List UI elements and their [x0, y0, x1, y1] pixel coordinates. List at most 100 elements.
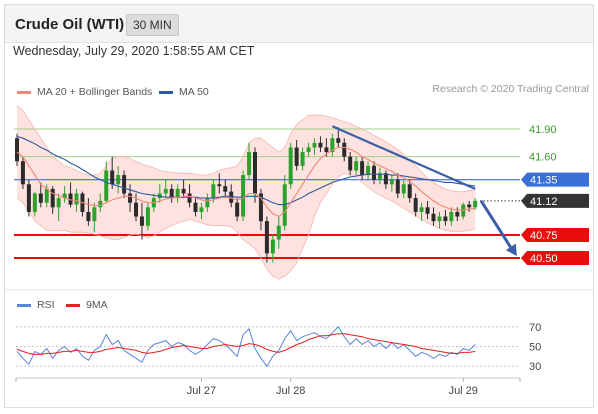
- candle-body: [211, 184, 216, 199]
- candle: [443, 210, 448, 226]
- candle: [181, 179, 186, 199]
- candle-body: [330, 138, 335, 153]
- candle-body: [44, 188, 49, 203]
- candle-body: [419, 207, 424, 212]
- candle-body: [169, 188, 174, 199]
- candle-body: [20, 161, 25, 185]
- candle: [419, 202, 424, 222]
- candle: [86, 198, 91, 226]
- instrument-title: Crude Oil (WTI): [15, 16, 125, 33]
- bollinger-upper-line: [16, 105, 476, 193]
- level-label-40.50: 40.50: [521, 250, 589, 265]
- candle: [169, 184, 174, 203]
- legend-ma20-label: MA 20 + Bollinger Bands: [37, 86, 153, 98]
- candle: [128, 184, 133, 212]
- candle-body: [163, 188, 168, 194]
- candle: [330, 133, 335, 157]
- legend-ma50: MA 50: [159, 86, 209, 98]
- candle-body: [50, 188, 55, 208]
- candle: [306, 142, 311, 157]
- bollinger-band: [17, 106, 476, 280]
- candle: [98, 193, 103, 212]
- candle-body: [431, 213, 436, 222]
- candle: [342, 138, 347, 162]
- candle: [431, 207, 436, 226]
- candle-body: [56, 198, 61, 208]
- candle-body: [217, 184, 222, 187]
- trendline: [331, 125, 476, 190]
- candle-body: [372, 165, 376, 180]
- candle: [211, 179, 216, 203]
- legend-9ma: 9MA: [66, 299, 108, 311]
- candle-body: [98, 200, 103, 208]
- rsi-tick-label: 30: [529, 361, 541, 373]
- candle: [366, 161, 371, 180]
- candle: [247, 142, 252, 180]
- level-tag: [521, 193, 589, 208]
- candle-body: [401, 184, 406, 194]
- x-tick-label: Jul 28: [276, 385, 305, 397]
- candle: [407, 179, 412, 203]
- level-tag: [521, 172, 589, 187]
- candle: [395, 173, 400, 199]
- candle: [145, 202, 150, 231]
- candle: [175, 184, 180, 203]
- level-tag: [521, 227, 589, 242]
- candle: [122, 170, 127, 199]
- research-credit: Research © 2020 Trading Central: [432, 83, 589, 95]
- rsi-tick-label: 70: [529, 322, 541, 334]
- candle-body: [425, 207, 430, 214]
- candle-body: [395, 179, 400, 194]
- candle-body: [276, 225, 281, 240]
- candle: [377, 167, 382, 185]
- candle: [354, 156, 359, 176]
- candle: [92, 202, 97, 233]
- legend-ma50-label: MA 50: [179, 86, 209, 98]
- candle-body: [193, 202, 198, 212]
- level-tag-text: 41.35: [530, 175, 558, 187]
- candle-body: [139, 216, 144, 226]
- candle: [217, 173, 222, 194]
- candle-body: [383, 173, 388, 185]
- candle: [467, 200, 472, 212]
- candle-body: [241, 175, 246, 217]
- candle-body: [116, 175, 121, 185]
- candle: [199, 202, 204, 220]
- candle-body: [68, 193, 73, 205]
- candle-body: [62, 193, 67, 199]
- candle: [389, 175, 394, 192]
- candle-body: [258, 193, 263, 222]
- candle: [139, 202, 144, 240]
- candle: [425, 200, 430, 220]
- candle-body: [318, 142, 323, 148]
- candle-body: [389, 179, 394, 185]
- candle-body: [181, 188, 186, 194]
- x-tick-label: Jul 27: [187, 385, 216, 397]
- candle-body: [437, 216, 442, 222]
- candle: [312, 138, 317, 155]
- level-label-41.60: 41.60: [529, 152, 557, 164]
- candle: [32, 191, 37, 217]
- candle-body: [449, 211, 454, 222]
- rsi-ma-line: [16, 333, 476, 355]
- candle: [401, 179, 406, 199]
- candle-body: [38, 193, 43, 203]
- ma20-swatch-icon: [17, 90, 31, 94]
- candle: [26, 179, 31, 217]
- candle-body: [348, 156, 353, 171]
- candle: [258, 188, 263, 231]
- candle-body: [145, 207, 150, 226]
- candle-body: [128, 193, 133, 203]
- candle-body: [235, 202, 240, 217]
- candle: [68, 182, 73, 208]
- candle-body: [32, 193, 37, 212]
- candle-body: [377, 173, 382, 180]
- candle-body: [455, 211, 460, 217]
- timeframe-badge[interactable]: 30 MIN: [126, 14, 179, 36]
- candle: [336, 127, 341, 148]
- candle-body: [74, 193, 79, 205]
- rsi-tick-label: 50: [529, 342, 541, 354]
- candle: [318, 136, 323, 153]
- candle: [360, 156, 365, 180]
- candle-body: [110, 170, 115, 185]
